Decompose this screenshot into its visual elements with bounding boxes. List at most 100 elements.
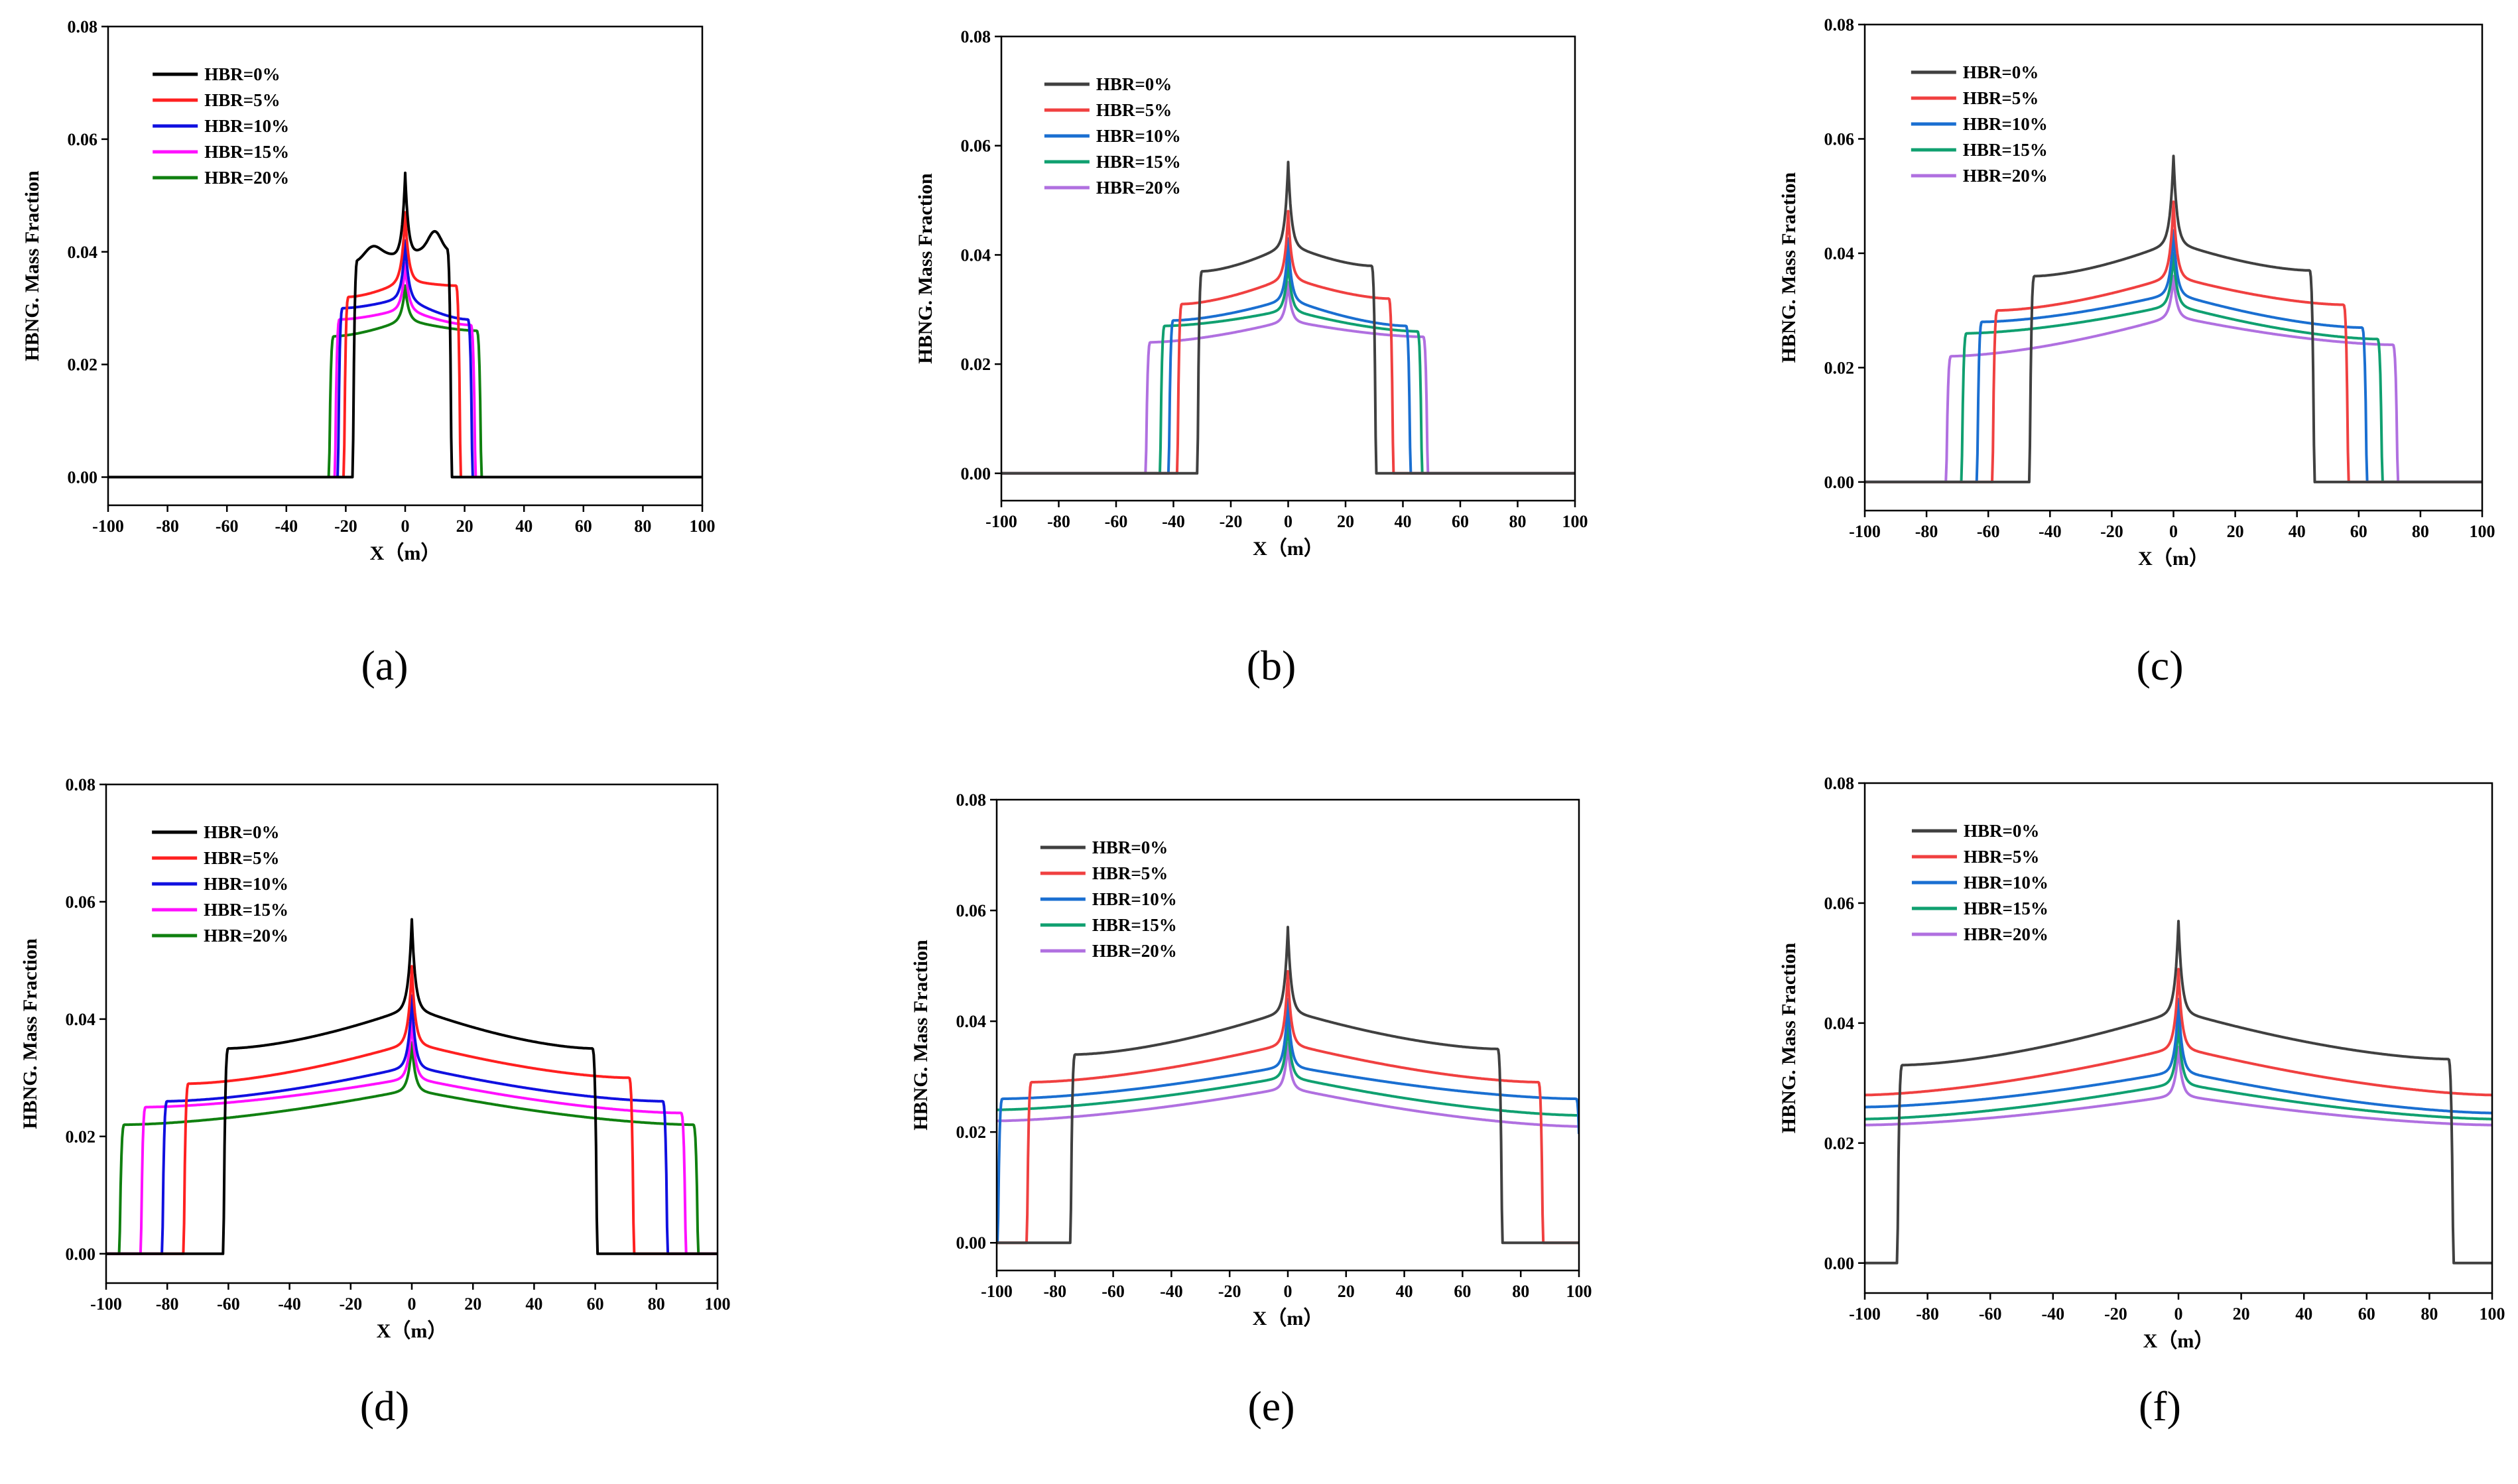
legend-label: HBR=20% xyxy=(1096,178,1181,198)
legend: HBR=0% HBR=5% HBR=10% HBR=15% HBR=20% xyxy=(1040,837,1177,961)
y-tick-label: 0.06 xyxy=(956,901,987,920)
x-tick-label: 0 xyxy=(2169,522,2178,541)
x-tick-label: -20 xyxy=(1218,1282,1241,1301)
series-line-hbr-5 xyxy=(106,965,718,1255)
panel-label: (d) xyxy=(360,1383,410,1430)
panel-label: (c) xyxy=(2136,642,2183,689)
legend-label: HBR=20% xyxy=(204,168,289,188)
x-tick-label: 20 xyxy=(1337,512,1354,531)
y-tick-label: 0.00 xyxy=(956,1233,987,1253)
series-line-hbr-20 xyxy=(1001,280,1575,475)
y-tick-label: 0.04 xyxy=(1824,1014,1855,1033)
series-line-hbr-20 xyxy=(108,284,702,479)
y-tick-label: 0.06 xyxy=(68,130,98,149)
series-line-hbr-15 xyxy=(1865,1021,2492,1121)
series-lines xyxy=(1865,920,2492,1265)
x-tick-label: 40 xyxy=(1396,1282,1413,1301)
x-tick-label: -80 xyxy=(1916,1304,1939,1324)
x-tick-label: 0 xyxy=(401,517,410,536)
x-tick-label: -100 xyxy=(92,517,124,536)
x-tick-label: 0 xyxy=(2174,1304,2183,1324)
legend: HBR=0% HBR=5% HBR=10% HBR=15% HBR=20% xyxy=(152,822,288,946)
x-axis-label: X（m） xyxy=(377,1320,448,1342)
panel-d: -100 -80 -60 -40 -20 0 20 40 60 80 100 0.00 0.02 0.04… xyxy=(19,775,731,1430)
x-tick-label: -40 xyxy=(275,517,298,536)
series-line-hbr-20 xyxy=(1865,1046,2492,1127)
x-tick-label: 100 xyxy=(2480,1304,2505,1324)
x-tick-label: -20 xyxy=(2100,522,2123,541)
x-tick-label: -40 xyxy=(2039,522,2062,541)
legend-label: HBR=15% xyxy=(204,900,288,920)
series-lines xyxy=(106,918,718,1255)
legend-label: HBR=10% xyxy=(1092,889,1177,909)
legend-label: HBR=0% xyxy=(204,64,280,84)
x-tick-label: -20 xyxy=(339,1294,362,1314)
x-tick-label: -80 xyxy=(1047,512,1070,531)
series-lines xyxy=(108,171,702,479)
x-tick-label: -80 xyxy=(156,1294,179,1314)
y-tick-label: 0.04 xyxy=(961,245,991,265)
x-tick-label: -80 xyxy=(1915,522,1938,541)
x-tick-label: 20 xyxy=(464,1294,481,1314)
legend-label: HBR=20% xyxy=(1964,924,2048,944)
x-tick-label: -60 xyxy=(216,517,239,536)
x-axis-label: X（m） xyxy=(2138,547,2209,570)
legend-label: HBR=0% xyxy=(1092,837,1168,857)
x-tick-label: 60 xyxy=(587,1294,604,1314)
legend-label: HBR=5% xyxy=(1963,88,2039,108)
x-tick-label: 100 xyxy=(1566,1282,1592,1301)
panel-label: (b) xyxy=(1247,642,1296,689)
series-lines xyxy=(997,926,1579,1245)
x-tick-label: 60 xyxy=(575,517,592,536)
y-axis-label: HBNG. Mass Fraction xyxy=(1778,172,1800,363)
x-tick-label: 0 xyxy=(1284,512,1292,531)
y-tick-label: 0.02 xyxy=(961,355,991,374)
legend-label: HBR=5% xyxy=(1092,863,1168,883)
x-tick-label: -80 xyxy=(1043,1282,1066,1301)
x-tick-label: 0 xyxy=(408,1294,416,1314)
x-tick-label: 80 xyxy=(634,517,651,536)
series-line-hbr-15 xyxy=(106,1017,718,1255)
series-line-hbr-5 xyxy=(997,969,1579,1245)
panel-label: (e) xyxy=(1247,1383,1294,1430)
y-tick-label: 0.04 xyxy=(66,1010,96,1029)
x-tick-label: 80 xyxy=(2412,522,2429,541)
y-axis-label: HBNG. Mass Fraction xyxy=(21,170,43,361)
y-tick-label: 0.06 xyxy=(961,137,991,156)
series-line-hbr-0 xyxy=(1865,920,2492,1265)
y-tick-label: 0.08 xyxy=(956,790,987,810)
x-tick-label: 100 xyxy=(690,517,716,536)
series-line-hbr-10 xyxy=(1865,997,2492,1115)
y-tick-label: 0.00 xyxy=(1824,473,1855,492)
legend-label: HBR=15% xyxy=(1963,140,2048,160)
y-tick-label: 0.02 xyxy=(1824,1134,1855,1153)
legend-label: HBR=10% xyxy=(204,116,289,136)
legend-label: HBR=0% xyxy=(204,822,279,842)
x-tick-label: 60 xyxy=(1452,512,1469,531)
x-tick-label: -40 xyxy=(278,1294,301,1314)
panel-e: -100 -80 -60 -40 -20 0 20 40 60 80 100 0.00 0.02 0.04… xyxy=(910,790,1592,1430)
x-tick-label: -100 xyxy=(981,1282,1013,1301)
y-axis-label: HBNG. Mass Fraction xyxy=(914,173,936,364)
panel-label: (a) xyxy=(361,642,408,689)
legend: HBR=0% HBR=5% HBR=10% HBR=15% HBR=20% xyxy=(153,64,289,188)
series-line-hbr-15 xyxy=(1865,251,2482,483)
x-tick-label: -100 xyxy=(90,1294,122,1314)
legend-label: HBR=5% xyxy=(1964,847,2039,867)
x-tick-label: 80 xyxy=(1509,512,1527,531)
y-tick-label: 0.06 xyxy=(1824,129,1855,149)
y-tick-label: 0.06 xyxy=(66,893,96,912)
series-line-hbr-10 xyxy=(997,997,1579,1245)
x-tick-label: 80 xyxy=(1512,1282,1529,1301)
x-tick-label: -60 xyxy=(1977,522,2000,541)
legend-label: HBR=10% xyxy=(1096,126,1181,146)
x-tick-label: -20 xyxy=(334,517,357,536)
x-tick-label: 60 xyxy=(2350,522,2367,541)
x-tick-label: -60 xyxy=(217,1294,240,1314)
x-axis-label: X（m） xyxy=(370,542,441,564)
x-tick-label: 60 xyxy=(2358,1304,2375,1324)
panel-b: -100 -80 -60 -40 -20 0 20 40 60 80 100 0.00 0.02 0.04… xyxy=(914,27,1588,689)
series-lines xyxy=(1001,160,1575,475)
series-line-hbr-15 xyxy=(997,1020,1579,1117)
